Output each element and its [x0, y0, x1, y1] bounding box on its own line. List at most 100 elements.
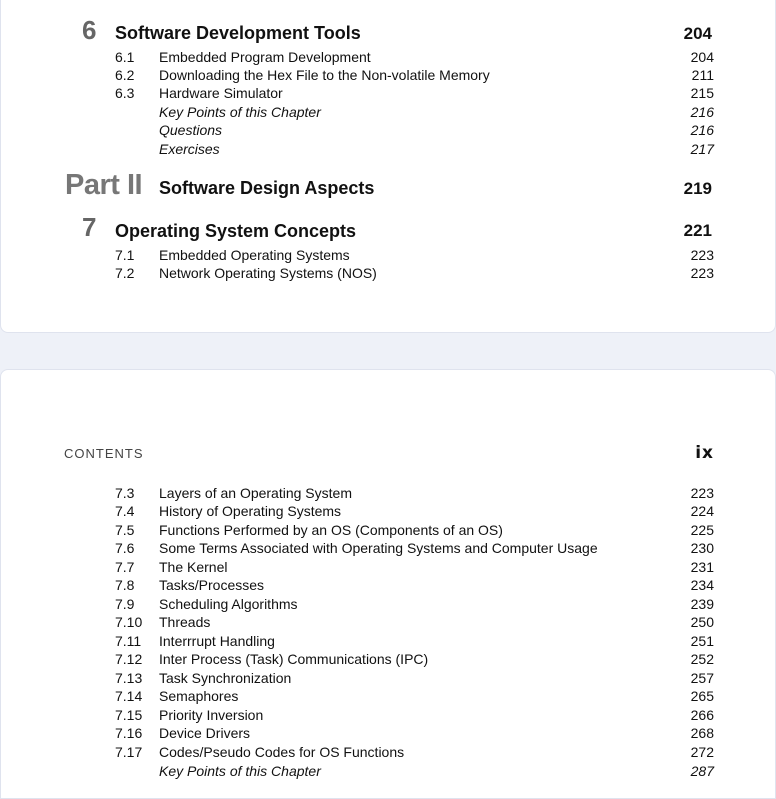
section-page: 272 [690, 744, 714, 760]
section-title: History of Operating Systems [159, 503, 342, 519]
section-page: 266 [690, 707, 714, 723]
page-folio: ix [695, 443, 714, 463]
part-2-title[interactable]: Software Design Aspects [159, 178, 375, 198]
section-number: 7.7 [115, 559, 135, 575]
toc-entry[interactable]: 6.3 Hardware Simulator 215 [1, 84, 776, 102]
part-2-label: Part II [65, 169, 143, 201]
section-title: The Kernel [159, 559, 228, 575]
toc-entry[interactable]: 7.11 Interrrupt Handling 251 [1, 632, 776, 650]
section-title: Key Points of this Chapter [159, 763, 321, 779]
toc-entry[interactable]: Key Points of this Chapter 216 [1, 103, 776, 121]
section-number: 7.14 [115, 688, 143, 704]
section-number: 6.1 [115, 49, 135, 65]
chapter-6-title[interactable]: Software Development Tools [115, 23, 361, 43]
section-title: Questions [159, 122, 223, 138]
section-title: Device Drivers [159, 725, 251, 741]
toc-entry[interactable]: 7.13 Task Synchronization 257 [1, 669, 776, 687]
section-title: Embedded Program Development [159, 49, 371, 65]
section-title: Hardware Simulator [159, 85, 283, 101]
toc-entry[interactable]: Questions 216 [1, 121, 776, 139]
section-title: Network Operating Systems (NOS) [159, 265, 377, 281]
section-page: 234 [690, 577, 714, 593]
toc-entry[interactable]: 6.2 Downloading the Hex File to the Non-… [1, 66, 776, 84]
section-page: 268 [690, 725, 714, 741]
section-title: Threads [159, 614, 211, 630]
section-number: 7.8 [115, 577, 135, 593]
toc-entry[interactable]: 7.9 Scheduling Algorithms 239 [1, 595, 776, 613]
toc-entry[interactable]: 7.15 Priority Inversion 266 [1, 706, 776, 724]
toc-entry[interactable]: 7.10 Threads 250 [1, 613, 776, 631]
section-number: 6.3 [115, 85, 135, 101]
toc-entry[interactable]: 7.14 Semaphores 265 [1, 687, 776, 705]
section-number: 7.2 [115, 265, 135, 281]
section-title: Functions Performed by an OS (Components… [159, 522, 503, 538]
section-number: 7.17 [115, 744, 143, 760]
section-page: 265 [690, 688, 714, 704]
section-title: Some Terms Associated with Operating Sys… [159, 540, 598, 556]
section-title: Key Points of this Chapter [159, 104, 321, 120]
section-page: 215 [690, 85, 714, 101]
section-title: Codes/Pseudo Codes for OS Functions [159, 744, 405, 760]
toc-entry[interactable]: 7.6 Some Terms Associated with Operating… [1, 539, 776, 557]
toc-entry[interactable]: 7.4 History of Operating Systems 224 [1, 502, 776, 520]
toc-entry[interactable]: 7.8 Tasks/Processes 234 [1, 576, 776, 594]
toc-page-upper: 6 Software Development Tools 204 6.1 Emb… [0, 0, 776, 333]
section-number: 7.16 [115, 725, 143, 741]
section-title: Scheduling Algorithms [159, 596, 298, 612]
section-number: 7.10 [115, 614, 143, 630]
section-page: 223 [690, 265, 714, 281]
section-number: 7.9 [115, 596, 135, 612]
section-title: Interrrupt Handling [159, 633, 275, 649]
part-2-page: 219 [683, 179, 712, 198]
section-page: 287 [690, 763, 714, 779]
section-page: 257 [690, 670, 714, 686]
section-number: 7.13 [115, 670, 143, 686]
section-title: Task Synchronization [159, 670, 292, 686]
section-page: 217 [690, 141, 714, 157]
section-title: Inter Process (Task) Communications (IPC… [159, 651, 429, 667]
section-number: 7.11 [115, 633, 142, 649]
section-number: 6.2 [115, 67, 135, 83]
section-title: Layers of an Operating System [159, 485, 352, 501]
section-page: 223 [690, 485, 714, 501]
toc-entry[interactable]: 7.2 Network Operating Systems (NOS) 223 [1, 264, 776, 282]
toc-entry[interactable]: 7.7 The Kernel 231 [1, 558, 776, 576]
section-number: 7.6 [115, 540, 135, 556]
chapter-6-number: 6 [82, 15, 97, 45]
toc-entry[interactable]: Exercises 217 [1, 140, 776, 158]
toc-entry[interactable]: 7.17 Codes/Pseudo Codes for OS Functions… [1, 743, 776, 761]
section-page: 223 [690, 247, 714, 263]
chapter-6-page: 204 [683, 24, 712, 43]
toc-entry[interactable]: 7.16 Device Drivers 268 [1, 724, 776, 742]
section-page: 250 [690, 614, 714, 630]
toc-entry[interactable]: 7.3 Layers of an Operating System 223 [1, 484, 776, 502]
section-title: Tasks/Processes [159, 577, 265, 593]
section-number: 7.4 [115, 503, 135, 519]
section-number: 7.15 [115, 707, 143, 723]
section-page: 225 [690, 522, 714, 538]
toc-entry[interactable]: 6.1 Embedded Program Development 204 [1, 48, 776, 66]
section-title: Downloading the Hex File to the Non-vola… [159, 67, 490, 83]
section-title: Exercises [159, 141, 220, 157]
section-number: 7.12 [115, 651, 143, 667]
section-page: 252 [690, 651, 714, 667]
toc-entry[interactable]: Key Points of this Chapter 287 [1, 762, 776, 780]
section-page: 231 [690, 559, 714, 575]
section-page: 251 [690, 633, 714, 649]
section-page: 216 [690, 104, 714, 120]
running-head: CONTENTS [64, 446, 144, 461]
section-page: 239 [690, 596, 714, 612]
section-page: 204 [690, 49, 714, 65]
chapter-7-number: 7 [82, 212, 97, 242]
section-number: 7.3 [115, 485, 135, 501]
chapter-7-title[interactable]: Operating System Concepts [115, 221, 357, 241]
section-title: Embedded Operating Systems [159, 247, 350, 263]
section-number: 7.5 [115, 522, 135, 538]
toc-entry[interactable]: 7.12 Inter Process (Task) Communications… [1, 650, 776, 668]
toc-entry[interactable]: 7.5 Functions Performed by an OS (Compon… [1, 521, 776, 539]
section-page: 211 [691, 67, 714, 83]
toc-page-lower: CONTENTS ix 7.3 Layers of an Operating S… [0, 369, 776, 799]
toc-entry[interactable]: 7.1 Embedded Operating Systems 223 [1, 246, 776, 264]
section-title: Semaphores [159, 688, 239, 704]
section-page: 230 [690, 540, 714, 556]
